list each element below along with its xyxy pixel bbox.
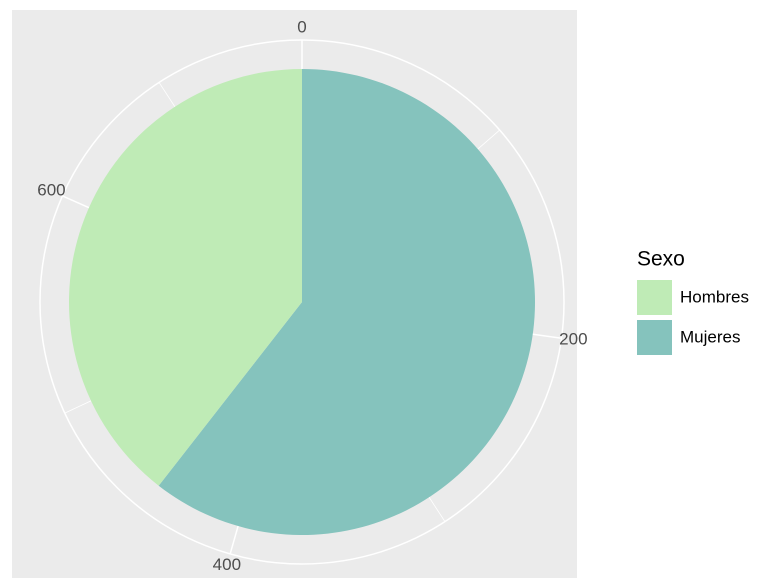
theta-tick-label: 600	[37, 181, 65, 200]
legend-label: Mujeres	[680, 327, 740, 346]
theta-tick-label: 400	[213, 555, 241, 574]
theta-tick-label: 0	[297, 17, 306, 36]
legend-key	[637, 280, 672, 315]
theta-tick-label: 200	[559, 329, 587, 348]
legend-title: Sexo	[637, 248, 685, 271]
pie-slice	[69, 69, 302, 486]
legend-label: Hombres	[680, 287, 749, 306]
legend-key	[637, 320, 672, 355]
pie-slice	[158, 69, 536, 536]
